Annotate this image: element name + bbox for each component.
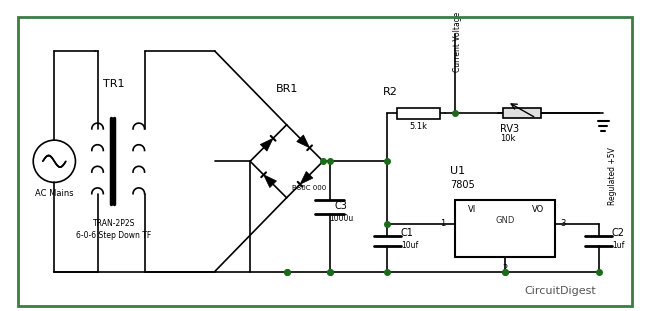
Text: R2: R2 [383,87,397,97]
Text: RV3: RV3 [500,124,519,134]
Polygon shape [297,135,309,148]
Polygon shape [264,175,276,188]
Text: VI: VI [468,205,476,214]
Bar [397,108,440,119]
Text: 5.1k: 5.1k [410,122,428,131]
Polygon shape [300,171,313,184]
Text: C2: C2 [612,228,625,238]
Text: AC Mains: AC Mains [35,189,73,198]
Text: Current Voltage: Current Voltage [453,12,462,72]
Text: 10k: 10k [500,134,515,143]
Text: TRAN-2P2S: TRAN-2P2S [93,219,135,228]
Text: TR1: TR1 [103,80,125,90]
Text: VO: VO [532,205,544,214]
Text: 7805: 7805 [450,180,474,190]
Text: 2: 2 [502,264,508,273]
Text: GND: GND [495,216,515,225]
Text: CircuitDigest: CircuitDigest [525,286,596,296]
Text: C1: C1 [401,228,413,238]
Text: Regulated +5V: Regulated +5V [608,147,618,205]
Text: 6-0-6 Step Down TF: 6-0-6 Step Down TF [76,231,151,240]
Text: 1000u: 1000u [329,214,354,223]
Text: B80C 000: B80C 000 [292,185,326,191]
Text: 1uf: 1uf [612,241,625,250]
Text: 10uf: 10uf [401,241,418,250]
Polygon shape [260,138,273,151]
Text: U1: U1 [450,166,465,176]
Text: C3: C3 [335,202,348,211]
Text: 1: 1 [441,219,446,228]
Bar [454,200,555,257]
Text: BR1: BR1 [276,84,298,94]
Bar [502,109,541,118]
Text: 3: 3 [560,219,566,228]
